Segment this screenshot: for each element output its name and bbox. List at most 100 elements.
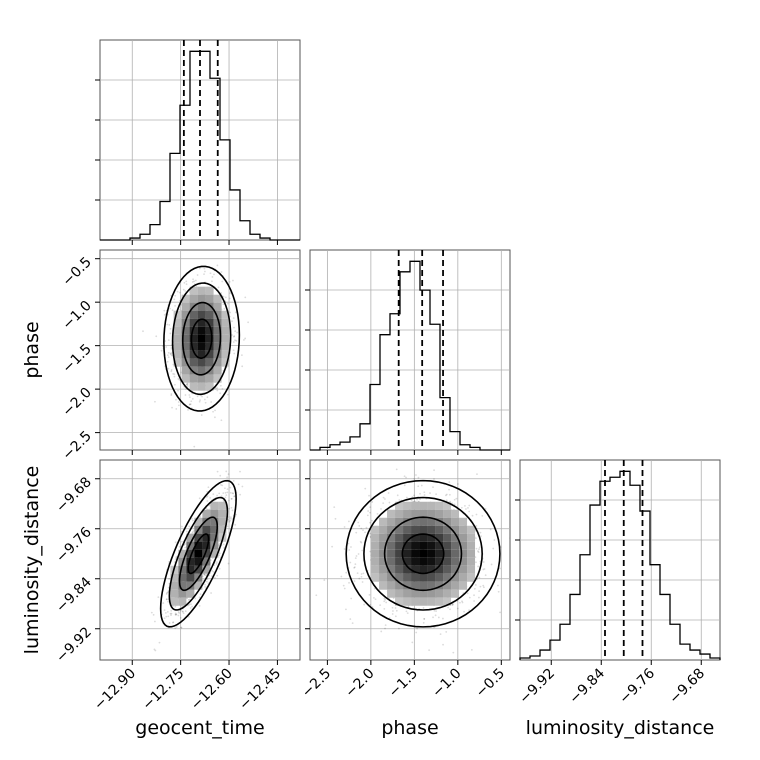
sample-point xyxy=(226,476,229,479)
x-tick-label: −12.45 xyxy=(236,666,284,714)
x-tick-label: −1.0 xyxy=(429,666,464,701)
sample-point xyxy=(214,409,216,412)
sample-point xyxy=(185,280,188,283)
sample-point xyxy=(220,292,223,294)
sample-point xyxy=(174,383,176,386)
contour-line-1 xyxy=(171,282,232,396)
histogram-panel-phase xyxy=(305,249,511,451)
sample-point xyxy=(343,526,346,528)
x-tick-label: −12.75 xyxy=(140,666,188,714)
sample-point xyxy=(207,486,210,489)
density-cell xyxy=(205,374,214,383)
density-cell xyxy=(205,318,214,327)
sample-point xyxy=(169,332,172,335)
sample-point xyxy=(158,641,161,644)
sample-point xyxy=(200,414,203,416)
density-cell xyxy=(205,302,214,311)
sample-point xyxy=(233,335,236,337)
sample-point xyxy=(150,611,153,614)
sample-point xyxy=(231,320,233,323)
sample-point xyxy=(203,267,206,270)
sample-point xyxy=(512,543,514,545)
sample-point xyxy=(199,399,201,402)
density-cell xyxy=(173,334,182,343)
y-tick-label: −9.92 xyxy=(53,624,95,666)
panel-frame xyxy=(309,249,511,451)
contour-line-0 xyxy=(345,479,501,628)
sample-point xyxy=(499,567,501,570)
density-cell xyxy=(173,318,182,327)
density-cell xyxy=(221,342,230,351)
sample-point xyxy=(384,624,387,627)
sample-point xyxy=(170,369,173,371)
histogram-panel-geocent_time xyxy=(95,39,301,241)
sample-point xyxy=(417,476,420,479)
sample-point xyxy=(232,279,234,282)
sample-point xyxy=(178,308,181,311)
density-cell xyxy=(221,358,230,367)
density-cell xyxy=(205,286,214,295)
sample-point xyxy=(198,497,201,500)
sample-point xyxy=(170,347,173,350)
sample-point xyxy=(167,339,170,341)
density-cell xyxy=(189,326,198,335)
sample-point xyxy=(185,383,188,386)
sample-point xyxy=(183,281,186,284)
sample-point xyxy=(218,567,221,570)
sample-point xyxy=(190,400,193,403)
sample-point xyxy=(160,349,163,352)
sample-point xyxy=(331,545,334,548)
sample-point xyxy=(175,398,177,401)
sample-point xyxy=(169,307,171,310)
sample-point xyxy=(184,290,187,292)
histogram-step xyxy=(310,260,510,451)
sample-point xyxy=(219,392,222,395)
x-tick-label: −9.76 xyxy=(616,665,658,707)
sample-point xyxy=(233,326,235,329)
sample-point xyxy=(203,273,205,276)
density-cell xyxy=(181,342,190,351)
density-cell xyxy=(213,326,222,335)
density-cell xyxy=(197,294,206,303)
y-label-phase: phase xyxy=(21,321,43,378)
sample-point xyxy=(323,579,326,581)
sample-point xyxy=(216,470,219,473)
density-cell xyxy=(205,350,214,359)
sample-point xyxy=(439,633,442,636)
sample-point xyxy=(348,520,350,523)
sample-point xyxy=(173,373,176,376)
x-tick-label: −12.60 xyxy=(188,666,236,714)
sample-point xyxy=(368,494,370,497)
density-cell xyxy=(197,310,206,319)
sample-point xyxy=(176,290,179,293)
sample-point xyxy=(196,274,199,276)
sample-point xyxy=(244,337,247,340)
sample-point xyxy=(188,394,191,396)
sample-point xyxy=(212,410,214,413)
panel-frame xyxy=(519,459,721,661)
contour-line-2 xyxy=(181,301,222,376)
density-cell xyxy=(181,358,190,367)
density-cell xyxy=(189,366,198,375)
sample-point xyxy=(333,506,336,509)
density-cell xyxy=(197,374,206,383)
sample-point xyxy=(220,419,223,422)
sample-point xyxy=(204,270,206,273)
sample-point xyxy=(180,626,183,629)
sample-point xyxy=(349,618,352,620)
sample-point xyxy=(364,487,367,490)
sample-point xyxy=(216,387,218,389)
density-cell xyxy=(181,374,190,383)
sample-point xyxy=(188,403,191,406)
histogram-panel-luminosity_distance xyxy=(515,459,721,661)
density-cell xyxy=(221,310,230,319)
sample-point xyxy=(233,352,236,355)
sample-point xyxy=(184,394,187,396)
sample-point xyxy=(167,356,170,359)
density-group xyxy=(150,470,244,652)
sample-point xyxy=(167,351,170,354)
sample-point xyxy=(476,473,478,476)
sample-point xyxy=(223,307,226,310)
sample-point xyxy=(155,335,158,338)
